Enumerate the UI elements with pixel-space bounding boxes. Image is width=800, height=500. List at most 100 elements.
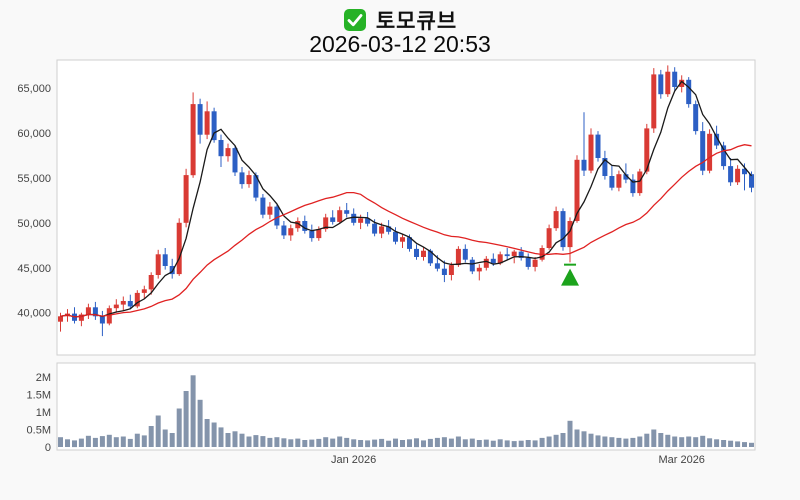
volume-bar <box>672 436 678 447</box>
candle-body <box>204 111 210 135</box>
candle-body <box>637 171 643 194</box>
volume-bar <box>407 439 412 447</box>
candle-body <box>197 104 203 135</box>
price-axis-label: 45,000 <box>17 263 51 275</box>
candle-body <box>127 301 133 307</box>
price-axis-label: 40,000 <box>17 308 51 320</box>
chart-title-row: 토모큐브 <box>0 5 800 35</box>
volume-bar <box>386 440 392 447</box>
volume-bar <box>679 437 685 447</box>
candle-body <box>504 254 510 257</box>
slow-ma-line <box>60 144 752 318</box>
candle-body <box>162 254 168 266</box>
volume-bar <box>567 420 573 448</box>
volume-bar <box>421 440 426 448</box>
volume-bar <box>448 438 454 447</box>
volume-bar <box>525 440 531 447</box>
candle-body <box>658 74 664 95</box>
volume-bar <box>518 440 524 447</box>
volume-axis-label: 0 <box>45 442 51 454</box>
volume-bar <box>714 439 720 447</box>
candle-body <box>609 176 615 188</box>
candle-body <box>141 289 147 293</box>
candle-body <box>693 104 699 132</box>
candle-body <box>190 104 196 176</box>
candle-body <box>379 226 385 234</box>
volume-bar <box>295 438 301 447</box>
volume-bar <box>497 439 503 447</box>
volume-axis-label: 0.5M <box>27 425 51 437</box>
candle-body <box>567 221 573 248</box>
volume-bar <box>316 438 322 447</box>
candle-body <box>490 258 496 264</box>
candle-body <box>581 159 587 171</box>
candle-body <box>483 258 489 268</box>
candle-body <box>414 248 419 257</box>
candle-body <box>672 71 678 87</box>
volume-bar <box>588 433 594 447</box>
candle-body <box>113 304 119 309</box>
volume-bar <box>441 437 447 447</box>
volume-bar <box>609 437 615 447</box>
chart-datetime: 2026-03-12 20:53 <box>309 31 491 57</box>
volume-bar <box>728 440 734 447</box>
volume-bar <box>183 391 189 447</box>
volume-panel <box>56 362 756 451</box>
volume-bar <box>644 433 650 447</box>
volume-bar <box>344 437 350 447</box>
candle-body <box>85 307 91 315</box>
volume-bar <box>65 439 70 447</box>
volume-bar <box>127 438 133 447</box>
candle-body <box>372 223 378 234</box>
candle-body <box>588 134 594 171</box>
candle-body <box>148 275 154 290</box>
volume-bar <box>476 440 482 447</box>
checked-box-icon <box>343 8 367 32</box>
volume-bar <box>78 438 84 447</box>
candle-body <box>323 217 329 230</box>
volume-bar <box>469 438 475 447</box>
volume-bar <box>239 433 245 447</box>
candle-body <box>749 174 754 188</box>
candle-body <box>721 145 727 167</box>
candle-body <box>679 79 685 87</box>
candle-body <box>120 301 126 305</box>
volume-bar <box>560 433 566 447</box>
candle-body <box>546 228 552 248</box>
volume-bar <box>113 437 119 447</box>
volume-bar <box>85 435 91 447</box>
volume-bar <box>162 429 168 447</box>
volume-bar <box>539 437 545 447</box>
volume-bar <box>204 419 210 447</box>
x-axis-label: Mar 2026 <box>658 454 704 466</box>
volume-axis-label: 1M <box>36 407 51 419</box>
volume-bar <box>414 438 419 448</box>
volume-bar <box>246 436 252 447</box>
candle-body <box>574 159 580 221</box>
candle-body <box>616 174 622 188</box>
candle-body <box>393 231 398 242</box>
candle-body <box>330 217 336 222</box>
volume-bar <box>665 434 671 448</box>
candle-body <box>518 251 524 258</box>
volume-bar <box>99 436 105 447</box>
fast-ma-line <box>60 80 752 318</box>
volume-bar <box>623 438 629 447</box>
volume-bar <box>693 437 699 447</box>
candle-body <box>78 314 84 321</box>
volume-bar <box>365 440 371 448</box>
stock-name: 토모큐브 <box>375 10 458 33</box>
candle-body <box>365 218 371 224</box>
candle-body <box>92 307 98 317</box>
x-axis-label: Jan 2026 <box>331 454 376 466</box>
volume-bar <box>602 436 608 447</box>
candle-body <box>295 221 301 229</box>
candle-body <box>253 175 259 198</box>
candle-body <box>665 71 671 95</box>
candle-body <box>553 211 559 229</box>
volume-bar <box>72 440 77 448</box>
volume-bar <box>372 439 378 447</box>
candle-body <box>239 172 245 185</box>
